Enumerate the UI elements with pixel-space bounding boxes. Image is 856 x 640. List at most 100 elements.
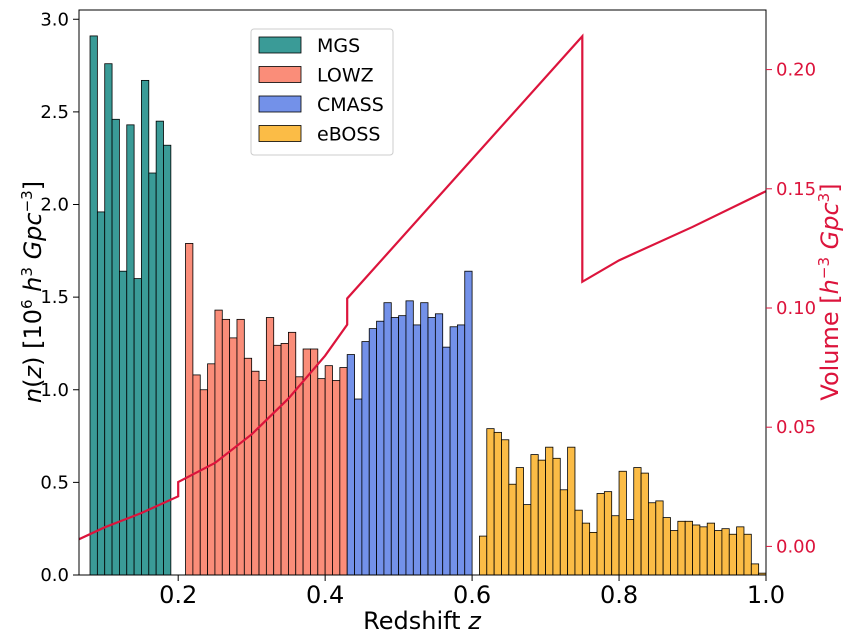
bar-cmass xyxy=(346,354,355,576)
bar-lowz xyxy=(236,318,245,576)
y-axis-left: 0.0 0.5 1.0 1.5 2.0 2.5 3.0 xyxy=(40,9,79,586)
bar-eboss xyxy=(559,489,569,576)
x-tick-label: 0.6 xyxy=(453,581,491,609)
bar-mgs xyxy=(141,79,150,576)
bar-eboss xyxy=(743,533,752,576)
bar-cmass xyxy=(383,302,392,576)
bar-lowz xyxy=(258,380,267,576)
bar-cmass xyxy=(368,328,377,576)
histogram-bars xyxy=(89,35,767,576)
bar-cmass xyxy=(456,324,466,576)
legend: MGS LOWZ CMASS eBOSS xyxy=(250,28,394,156)
bar-cmass xyxy=(354,398,363,576)
bar-eboss xyxy=(567,446,576,576)
bar-lowz xyxy=(339,367,348,576)
bar-eboss xyxy=(493,431,502,576)
bar-mgs xyxy=(104,63,113,576)
bar-mgs xyxy=(148,172,157,576)
bar-lowz xyxy=(221,318,231,576)
bar-lowz xyxy=(302,348,311,576)
y-axis-right-label: Volume [h−3 Gpc3] xyxy=(815,183,844,400)
bar-lowz xyxy=(273,344,282,576)
legend-swatch-eboss xyxy=(258,125,302,142)
x-tick-label: 0.2 xyxy=(159,581,197,609)
bar-lowz xyxy=(324,365,333,576)
bar-eboss xyxy=(626,519,635,576)
bar-lowz xyxy=(295,376,304,576)
y-left-tick-label: 2.5 xyxy=(40,102,69,123)
bar-eboss xyxy=(574,509,583,576)
y-left-tick-label: 0.5 xyxy=(40,472,69,493)
bar-eboss xyxy=(545,446,554,576)
bar-lowz xyxy=(280,343,289,576)
bar-eboss xyxy=(706,522,715,576)
x-tick-label: 1.0 xyxy=(747,581,785,609)
legend-label-eboss: eBOSS xyxy=(317,124,380,146)
bar-eboss xyxy=(486,428,495,576)
bar-eboss xyxy=(479,535,488,576)
bar-eboss xyxy=(648,502,657,576)
y-left-tick-label: 0.0 xyxy=(40,565,69,586)
bar-lowz xyxy=(214,309,223,576)
legend-box xyxy=(250,28,394,156)
x-axis: 0.2 0.4 0.6 0.8 1.0 xyxy=(159,575,785,609)
bar-eboss xyxy=(530,454,539,576)
bar-eboss xyxy=(589,531,598,576)
bar-eboss xyxy=(581,522,591,576)
volume-line-layer xyxy=(79,33,766,541)
bar-eboss xyxy=(611,515,620,576)
bar-eboss xyxy=(692,524,701,576)
bar-mgs xyxy=(111,118,120,576)
bar-eboss xyxy=(501,439,510,576)
bar-eboss xyxy=(508,483,517,576)
bar-lowz xyxy=(229,337,238,576)
bar-eboss xyxy=(736,526,745,576)
bar-cmass xyxy=(449,326,458,576)
bar-eboss xyxy=(552,457,561,576)
legend-label-mgs: MGS xyxy=(317,35,360,57)
x-tick-label: 0.8 xyxy=(600,581,638,609)
bar-eboss xyxy=(655,500,664,576)
bar-eboss xyxy=(728,533,738,576)
bar-cmass xyxy=(361,341,370,576)
bar-eboss xyxy=(515,467,524,576)
bar-mgs xyxy=(126,124,135,576)
y-left-tick-label: 1.5 xyxy=(40,287,69,308)
y-left-tick-label: 2.0 xyxy=(40,195,69,216)
x-tick-label: 0.4 xyxy=(306,581,344,609)
bar-lowz xyxy=(317,378,326,576)
y-axis-right: 0.00 0.05 0.10 0.15 0.20 xyxy=(766,60,816,557)
bar-eboss xyxy=(714,530,723,576)
y-left-tick-label: 1.0 xyxy=(40,380,69,401)
bar-lowz xyxy=(243,357,253,576)
bar-lowz xyxy=(199,389,208,576)
bar-mgs xyxy=(133,278,142,576)
bar-cmass xyxy=(434,313,444,576)
bar-eboss xyxy=(640,472,649,576)
bar-lowz xyxy=(265,317,275,576)
bar-cmass xyxy=(390,317,400,576)
bar-cmass xyxy=(427,317,436,576)
plot-frame xyxy=(78,9,767,576)
bar-lowz xyxy=(332,380,341,576)
legend-label-cmass: CMASS xyxy=(317,94,384,116)
bar-eboss xyxy=(721,528,730,576)
bar-lowz xyxy=(288,331,297,576)
bar-eboss xyxy=(537,459,546,576)
bar-lowz xyxy=(207,363,216,576)
bar-eboss xyxy=(750,563,760,576)
y-right-tick-label: 0.20 xyxy=(776,60,816,81)
y-right-tick-label: 0.00 xyxy=(776,536,816,557)
y-left-tick-label: 3.0 xyxy=(40,9,69,30)
y-right-tick-label: 0.15 xyxy=(776,179,816,200)
bar-cmass xyxy=(405,300,414,576)
bar-eboss xyxy=(603,491,613,576)
bar-lowz xyxy=(251,370,260,576)
bar-cmass xyxy=(412,324,422,576)
bar-mgs xyxy=(119,270,128,576)
bar-eboss xyxy=(684,520,693,576)
y-right-tick-label: 0.10 xyxy=(776,298,816,319)
bar-cmass xyxy=(376,320,385,576)
x-axis-label: Redshift z xyxy=(363,607,482,635)
bar-eboss xyxy=(699,526,708,576)
